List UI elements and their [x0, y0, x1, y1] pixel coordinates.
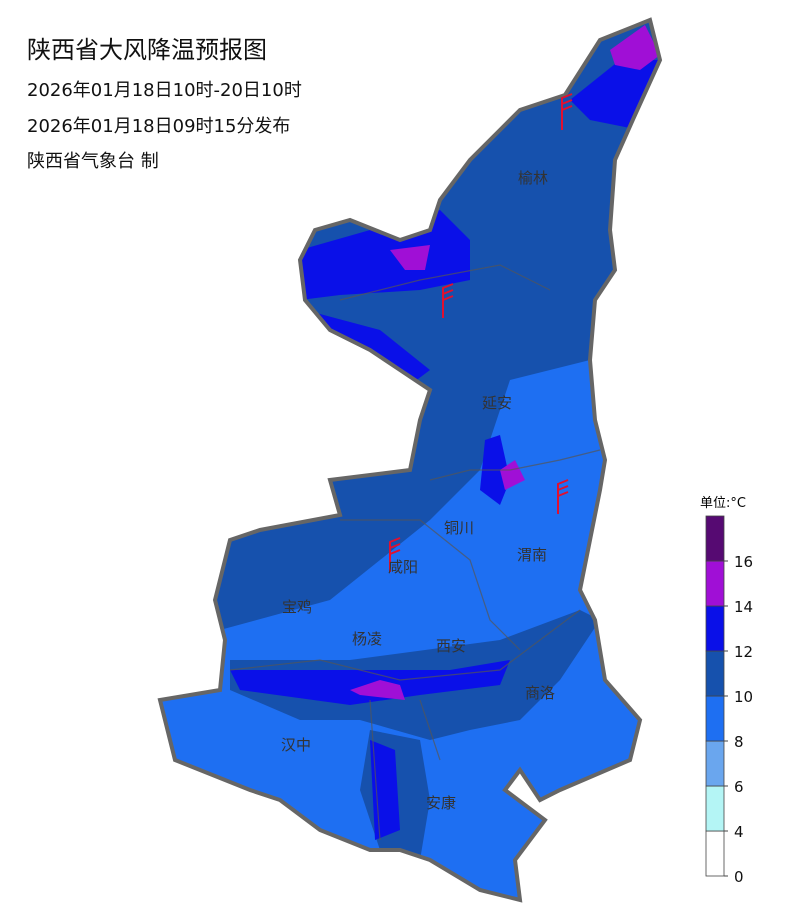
legend-swatch	[705, 605, 725, 652]
legend-swatch	[705, 695, 725, 742]
region-14-16	[390, 245, 430, 270]
city-label: 延安	[482, 394, 512, 412]
region-14-16	[500, 460, 525, 490]
legend-tick-label: 12	[734, 643, 753, 661]
issuer: 陕西省气象台 制	[27, 151, 159, 172]
city-label: 杨凌	[352, 630, 382, 648]
valid-period: 2026年01月18日10时-20日10时	[27, 80, 302, 101]
legend-tick-label: 6	[734, 778, 744, 796]
city-label: 宝鸡	[282, 598, 312, 616]
legend-tick-label: 0	[734, 868, 744, 886]
title: 陕西省大风降温预报图	[27, 36, 267, 64]
legend-tick-label: 16	[734, 553, 753, 571]
city-borders	[229, 264, 601, 841]
legend-title: 单位:°C	[700, 496, 746, 511]
region-14-16	[350, 680, 405, 700]
legend-tick-label: 10	[734, 688, 753, 706]
city-label: 商洛	[525, 684, 555, 702]
legend-tick-label: 14	[734, 598, 753, 616]
wind-barbs	[389, 93, 573, 572]
city-label: 西安	[436, 637, 466, 655]
issue-time: 2026年01月18日09时15分发布	[27, 116, 291, 137]
city-label: 渭南	[517, 546, 547, 564]
legend-swatch	[705, 650, 725, 697]
region-14-16	[610, 25, 660, 70]
legend-swatch	[705, 560, 725, 607]
legend-swatch	[705, 740, 725, 787]
city-label: 榆林	[518, 169, 548, 187]
region-12-14	[230, 660, 510, 705]
city-label: 汉中	[281, 736, 311, 754]
legend-swatch	[705, 785, 725, 832]
city-label: 铜川	[444, 519, 474, 537]
legend-tick-label: 8	[734, 733, 744, 751]
region-12-14	[370, 740, 400, 840]
city-label: 咸阳	[388, 558, 418, 576]
legend-tick-label: 4	[734, 823, 744, 841]
legend-swatch	[705, 515, 725, 562]
city-label: 安康	[426, 794, 456, 812]
legend-swatch	[705, 830, 725, 877]
